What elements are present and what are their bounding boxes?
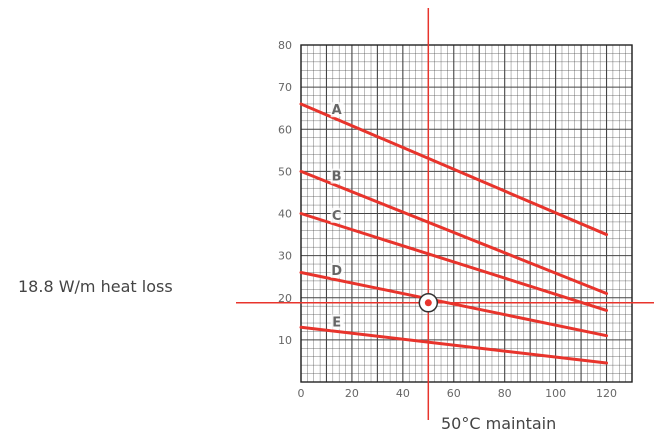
y-tick-label: 20 [278, 292, 292, 305]
y-tick-label: 70 [278, 81, 292, 94]
x-tick-label: 60 [447, 387, 461, 400]
series-label-c: C [332, 209, 342, 224]
series-label-bg [330, 102, 344, 118]
series-label-d: D [331, 264, 342, 279]
heat-loss-annotation: 18.8 W/m heat loss [18, 277, 173, 296]
series-label-e: E [332, 315, 341, 330]
y-tick-label: 60 [278, 123, 292, 136]
y-tick-label: 30 [278, 250, 292, 263]
x-tick-label: 0 [298, 387, 305, 400]
series-line-d [299, 270, 609, 338]
y-tick-label: 10 [278, 334, 292, 347]
maintain-annotation: 50°C maintain [441, 414, 556, 433]
x-tick-label: 20 [345, 387, 359, 400]
grid [300, 44, 633, 383]
y-tick-label: 50 [278, 165, 292, 178]
series-label-bg [330, 262, 344, 278]
series-labels: A B C D E [330, 102, 344, 330]
series-line-a [299, 102, 609, 237]
series-label-a: A [332, 103, 342, 118]
series-line-b [299, 169, 609, 296]
series-label-bg [330, 207, 344, 223]
series-label-bg [330, 314, 344, 330]
series-lines [299, 102, 609, 365]
guide-lines [236, 8, 654, 420]
series-line-c [299, 212, 609, 312]
x-tick-label: 100 [545, 387, 566, 400]
series-label-b: B [332, 170, 342, 185]
x-tick-label: 40 [396, 387, 410, 400]
tick-labels: 0 20 40 60 80 100 120 10 20 30 40 50 60 70 80 [278, 39, 617, 400]
y-tick-label: 40 [278, 208, 292, 221]
series-line-e [299, 325, 609, 365]
x-tick-label: 80 [498, 387, 512, 400]
x-tick-label: 120 [596, 387, 617, 400]
y-tick-label: 80 [278, 39, 292, 52]
series-label-bg [330, 168, 344, 184]
intersection-marker-dot [424, 299, 432, 307]
